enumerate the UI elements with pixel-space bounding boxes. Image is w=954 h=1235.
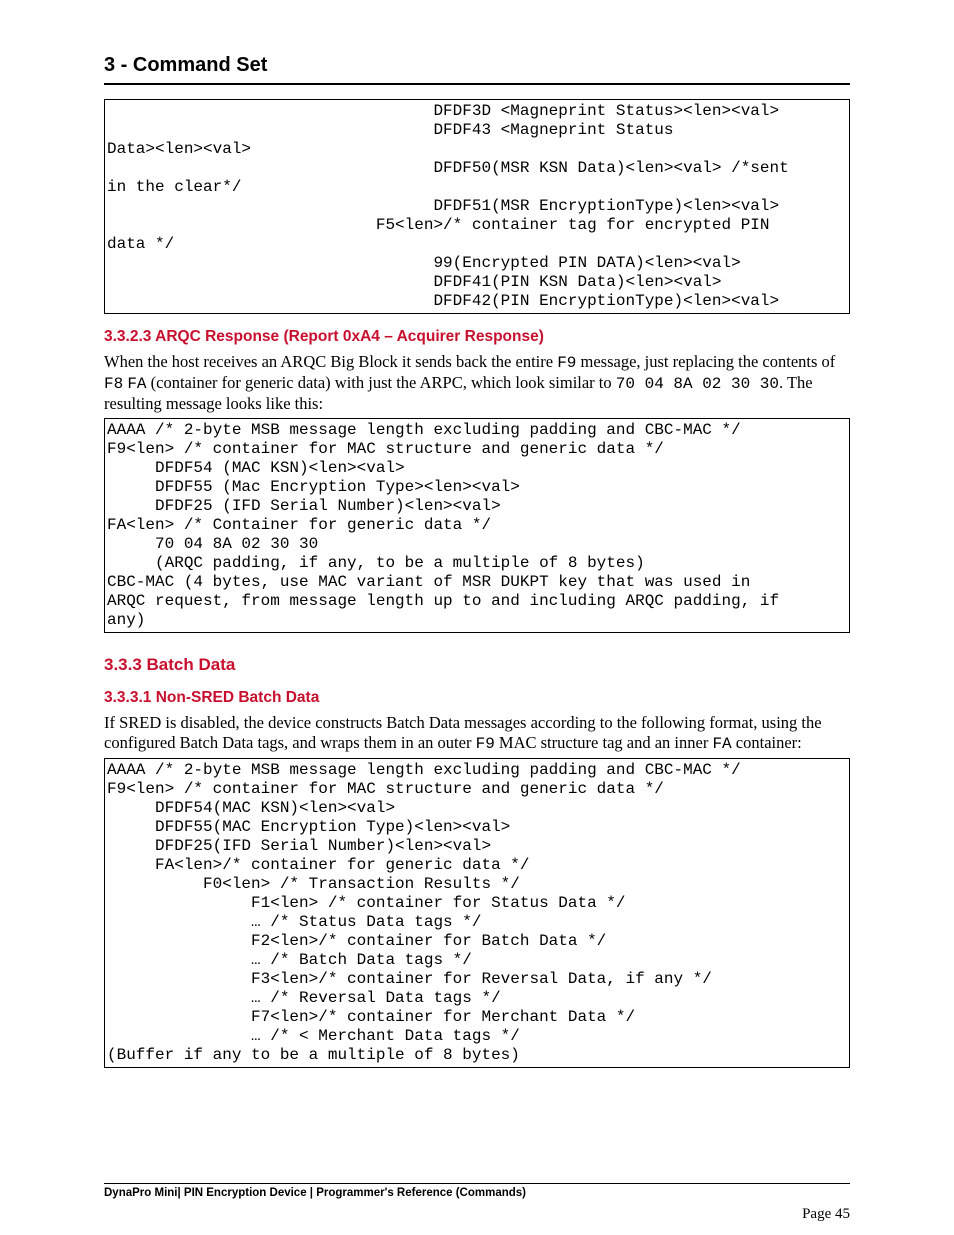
text: container: xyxy=(732,733,802,752)
arqc-paragraph: When the host receives an ARQC Big Block… xyxy=(104,352,850,414)
footer-rule xyxy=(104,1183,850,1184)
text: (container for generic data) with just t… xyxy=(147,373,616,392)
heading-batch-data: 3.3.3 Batch Data xyxy=(104,655,850,675)
header-rule xyxy=(104,83,850,85)
heading-arqc-response: 3.3.2.3 ARQC Response (Report 0xA4 – Acq… xyxy=(104,328,850,346)
page-number: Page 45 xyxy=(802,1206,850,1223)
text: When the host receives an ARQC Big Block… xyxy=(104,352,557,371)
batch-paragraph: If SRED is disabled, the device construc… xyxy=(104,713,850,754)
codebox-2: AAAA /* 2-byte MSB message length exclud… xyxy=(104,418,850,633)
text: MAC structure tag and an inner xyxy=(495,733,713,752)
inline-code-fa: FA xyxy=(127,375,146,393)
codebox-1: DFDF3D <Magneprint Status><len><val> DFD… xyxy=(104,99,850,314)
inline-code-f8: F8 xyxy=(104,375,123,393)
footer: DynaPro Mini| PIN Encryption Device | Pr… xyxy=(104,1175,850,1199)
codebox-3: AAAA /* 2-byte MSB message length exclud… xyxy=(104,758,850,1068)
inline-code-f9: F9 xyxy=(557,354,576,372)
text: message, just replacing the contents of xyxy=(576,352,835,371)
page: 3 - Command Set DFDF3D <Magneprint Statu… xyxy=(0,0,954,1235)
inline-code-arpc: 70 04 8A 02 30 30 xyxy=(616,375,779,393)
running-header: 3 - Command Set xyxy=(104,54,850,83)
heading-non-sred: 3.3.3.1 Non-SRED Batch Data xyxy=(104,689,850,707)
inline-code-fa: FA xyxy=(712,735,731,753)
footer-text: DynaPro Mini| PIN Encryption Device | Pr… xyxy=(104,1187,850,1199)
inline-code-f9: F9 xyxy=(476,735,495,753)
